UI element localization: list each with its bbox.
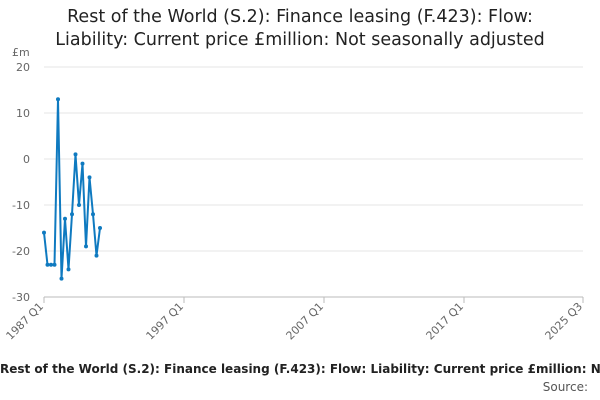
grid-lines [44,66,583,252]
legend-label: Rest of the World (S.2): Finance leasing… [0,362,600,376]
x-tick-label: 2007 Q1 [284,300,327,343]
x-tick-label: 2017 Q1 [424,300,467,343]
y-tick-label: 0 [23,153,30,166]
data-point [52,262,57,267]
y-tick-label: 20 [16,61,30,74]
y-tick-labels: 20 10 0 -10 -20 -30 [12,61,30,304]
data-point [70,212,74,217]
data-point [56,97,60,102]
data-point [84,244,88,249]
data-point [77,203,81,207]
y-unit-label: £m [12,46,30,59]
chart-title-line-1: Rest of the World (S.2): Finance leasing… [67,7,533,27]
y-tick-label: -30 [12,291,30,304]
series-line [43,98,101,280]
axes [43,296,584,303]
y-tick-label: -10 [12,199,30,212]
data-point [63,216,67,221]
data-point [49,262,53,267]
y-tick-label: -20 [12,245,30,258]
data-point [59,276,64,281]
data-point [94,253,99,258]
x-tick-label: 2025 Q3 [543,300,586,343]
data-point [45,262,50,267]
data-point [98,226,102,230]
chart-title-line-2: Liability: Current price £million: Not s… [55,30,545,50]
data-point [80,161,85,166]
source-label: Source: [542,380,588,394]
data-point [73,152,78,157]
y-tick-label: 10 [16,107,30,120]
chart-title: Rest of the World (S.2): Finance leasing… [0,6,600,52]
data-point [87,175,92,180]
x-tick-label: 1987 Q1 [4,300,47,343]
data-point [91,212,95,217]
data-point [66,267,71,272]
x-tick-label: 1997 Q1 [144,300,187,343]
x-tick-labels: 1987 Q1 1997 Q1 2007 Q1 2017 Q1 2025 Q3 [4,300,586,343]
data-point [42,230,46,235]
series-layer [42,97,102,281]
